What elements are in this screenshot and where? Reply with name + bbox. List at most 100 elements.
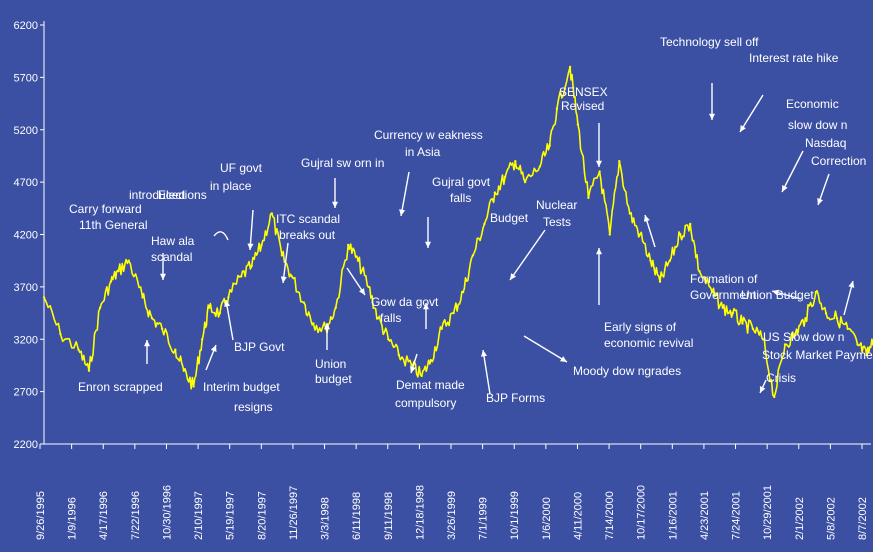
- y-tick-label: 6200: [14, 20, 38, 32]
- annotation-label: UF govt: [220, 161, 263, 175]
- data-point: [804, 317, 807, 320]
- data-point: [503, 175, 507, 179]
- x-tick-label: 9/11/1998: [383, 492, 395, 540]
- data-point: [568, 65, 572, 69]
- data-point: [182, 369, 185, 372]
- annotation-label: in place: [210, 179, 252, 193]
- annotation-label: falls: [450, 191, 471, 205]
- x-tick-label: 10/1/1999: [509, 491, 521, 540]
- annotation-arrow-curved: [213, 231, 229, 241]
- data-point: [218, 311, 222, 315]
- annotation-arrowhead: [224, 300, 231, 307]
- x-tick-label: 9/26/1995: [35, 491, 47, 540]
- data-point: [192, 385, 195, 388]
- data-point: [302, 301, 306, 304]
- data-point: [761, 338, 765, 341]
- x-tick-label: 5/19/1997: [225, 491, 237, 540]
- data-point: [87, 369, 91, 372]
- data-point: [429, 359, 433, 362]
- data-point: [240, 275, 243, 278]
- annotation-arrowhead: [481, 350, 487, 357]
- y-tick-label: 5700: [14, 72, 38, 84]
- data-point: [334, 306, 337, 309]
- data-point: [618, 160, 621, 163]
- annotation-arrowhead: [759, 386, 766, 393]
- x-tick-label: 4/23/2001: [699, 491, 711, 540]
- x-tick-label: 11/26/1997: [288, 486, 300, 540]
- annotation-label: Gujral sw orn in: [301, 156, 384, 170]
- data-point: [127, 259, 130, 262]
- data-point: [668, 259, 671, 262]
- data-point: [555, 107, 559, 111]
- y-tick-label: 4700: [14, 177, 38, 189]
- annotation-label: Revised: [561, 99, 604, 113]
- data-point: [440, 327, 443, 330]
- annotation-arrowhead: [410, 366, 416, 373]
- annotation-arrowhead: [324, 323, 330, 330]
- annotation-label: Interim budget: [203, 380, 280, 394]
- data-point: [493, 191, 497, 194]
- annotation-label: Crisis: [766, 371, 796, 385]
- data-point: [856, 343, 859, 346]
- annotation-arrowhead: [332, 201, 338, 208]
- x-tick-label: 7/1/1999: [478, 497, 490, 540]
- data-point: [347, 243, 350, 247]
- data-point: [201, 338, 204, 341]
- x-tick-label: 5/8/2002: [825, 497, 837, 540]
- annotation-label: Early signs of: [604, 320, 677, 334]
- data-point: [523, 180, 527, 184]
- data-point: [260, 243, 263, 247]
- data-point: [711, 290, 714, 294]
- x-tick-label: 7/24/2001: [731, 491, 743, 540]
- data-point: [598, 170, 601, 173]
- x-tick-label: 1/9/1996: [67, 497, 79, 540]
- annotation-label: Gow da govt: [371, 295, 439, 309]
- x-tick-label: 6/11/1998: [351, 492, 363, 540]
- annotation-label: in Asia: [405, 145, 441, 159]
- annotation-label: economic revival: [604, 336, 693, 350]
- annotation-arrowhead: [740, 125, 746, 132]
- data-point: [471, 254, 475, 257]
- annotation-arrowhead: [782, 185, 788, 192]
- annotation-label: Interest rate hike: [749, 51, 839, 65]
- annotation-label: Enron scrapped: [78, 380, 163, 394]
- data-point: [117, 270, 120, 273]
- annotation-label: resigns: [234, 400, 273, 414]
- y-tick-label: 4200: [14, 230, 38, 242]
- data-point: [483, 222, 486, 226]
- annotation-arrowhead: [160, 273, 166, 280]
- annotation-label: Economic: [786, 97, 839, 111]
- annotation-arrowhead: [644, 215, 650, 222]
- data-point: [160, 327, 164, 330]
- data-point: [387, 338, 390, 341]
- x-tick-label: 7/14/2000: [604, 491, 616, 540]
- data-point: [835, 317, 839, 320]
- data-point: [397, 353, 400, 357]
- annotation-arrowhead: [247, 243, 254, 250]
- annotation-label: SENSEX: [559, 85, 608, 99]
- data-point: [689, 222, 692, 226]
- annotation-arrowhead: [510, 273, 517, 280]
- annotation-arrowhead: [772, 289, 779, 296]
- data-point: [814, 290, 818, 294]
- x-tick-label: 4/17/1996: [98, 491, 110, 540]
- data-point: [721, 306, 724, 309]
- data-point: [698, 270, 701, 273]
- data-point: [290, 275, 293, 278]
- data-point: [98, 306, 102, 309]
- x-tick-label: 8/20/1997: [256, 491, 268, 540]
- annotation-arrowhead: [144, 340, 150, 347]
- annotation-label: falls: [380, 311, 401, 325]
- annotation-arrowhead: [596, 248, 602, 255]
- data-point: [538, 165, 542, 168]
- data-point: [679, 233, 682, 236]
- annotation-arrowhead: [425, 241, 431, 248]
- annotation-label: US Slow dow n: [763, 330, 844, 344]
- annotation-label: Currency w eakness: [374, 128, 483, 142]
- annotation-label: Tests: [543, 215, 571, 229]
- annotation-arrow: [523, 335, 568, 363]
- data-point: [42, 296, 46, 299]
- data-point: [649, 259, 652, 262]
